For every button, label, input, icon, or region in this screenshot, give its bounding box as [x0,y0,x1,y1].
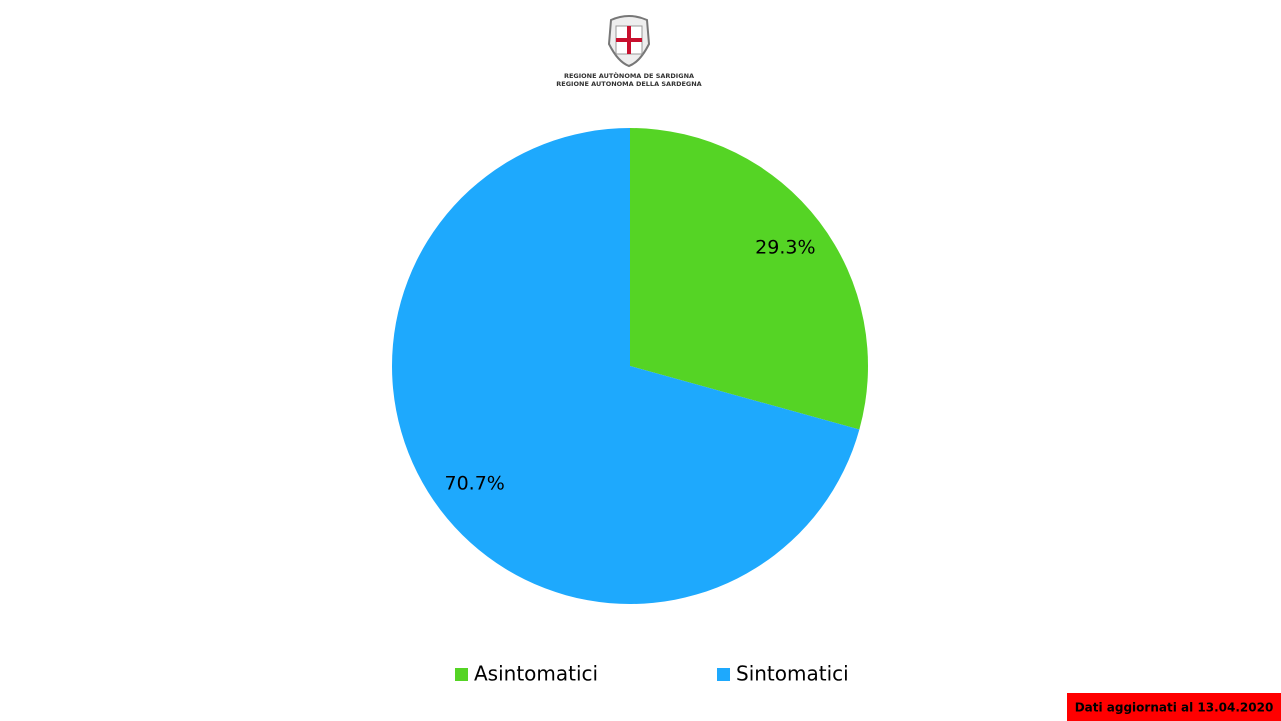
data-label: 29.3% [755,236,815,258]
pie-slice [392,128,860,604]
pie-slice [630,128,868,430]
legend-label: Asintomatici [474,662,598,686]
logo [607,15,651,68]
footer-note: Dati aggiornati al 13.04.2020 [1075,701,1274,715]
header-line: REGIONE AUTONOMA DELLA SARDEGNA [556,80,701,88]
footer-box [1067,693,1281,721]
header-line: REGIONE AUTÒNOMA DE SARDIGNA [564,71,694,80]
legend-swatch [455,668,468,681]
legend-swatch [717,668,730,681]
legend-label: Sintomatici [736,662,849,686]
data-label: 70.7% [444,473,504,495]
